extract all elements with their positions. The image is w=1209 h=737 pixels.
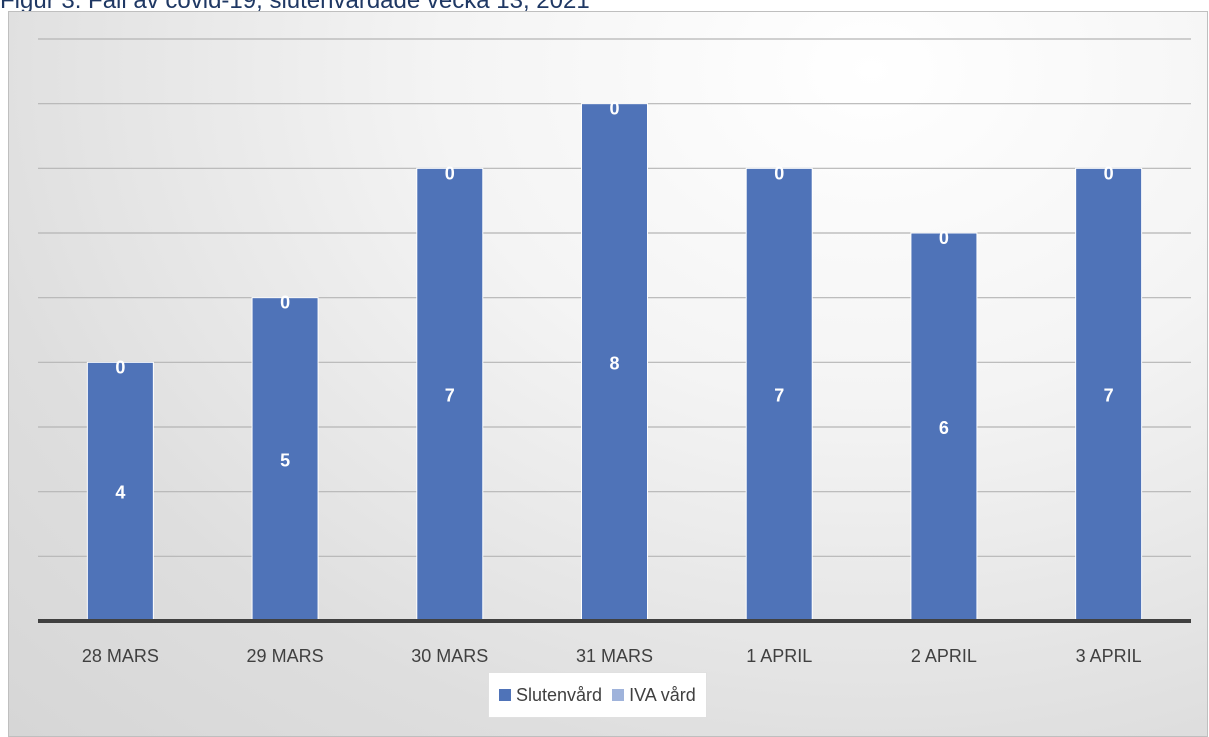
data-label-slutenvard: 8 [609, 353, 619, 373]
x-tick-label: 29 MARS [247, 646, 324, 666]
data-label-slutenvard: 6 [939, 418, 949, 438]
bar-slutenvard [581, 103, 648, 622]
data-label-slutenvard: 7 [774, 386, 784, 406]
data-label-slutenvard: 5 [280, 450, 290, 470]
bar-slutenvard [1075, 167, 1143, 622]
bars [86, 103, 1143, 622]
x-tick-label: 28 MARS [82, 646, 159, 666]
legend-label-slutenvard: Slutenvård [516, 684, 603, 705]
data-label-iva: 0 [1104, 163, 1114, 183]
bar-slutenvard [251, 297, 319, 622]
data-label-iva: 0 [609, 99, 619, 119]
legend-swatch-iva [612, 689, 625, 701]
x-tick-label: 30 MARS [411, 646, 488, 666]
data-label-iva: 0 [115, 357, 125, 377]
data-label-slutenvard: 4 [115, 483, 125, 503]
bar-slutenvard [86, 361, 154, 622]
data-label-iva: 0 [445, 163, 455, 183]
figure-caption: Figur 3. Fall av covid-19, slutenvårdade… [0, 0, 590, 14]
legend-item-slutenvard: Slutenvård [499, 685, 602, 706]
x-tick-label: 3 APRIL [1076, 646, 1142, 666]
x-tick-label: 1 APRIL [746, 646, 812, 666]
data-label-slutenvard: 7 [1104, 386, 1114, 406]
x-tick-labels: 28 MARS 29 MARS 30 MARS 31 MARS 1 APRIL 2 APR… [82, 646, 1142, 666]
legend-item-iva: IVA vård [612, 685, 696, 706]
legend-label-iva: IVA vård [629, 684, 696, 705]
data-labels: 4 0 5 0 7 0 8 0 7 0 6 0 7 0 [115, 99, 1113, 503]
data-label-iva: 0 [774, 163, 784, 183]
legend: Slutenvård IVA vård [488, 672, 707, 718]
bar-slutenvard [745, 167, 813, 622]
data-label-iva: 0 [280, 293, 290, 313]
legend-swatch-slutenvard [499, 689, 511, 701]
x-tick-label: 2 APRIL [911, 646, 977, 666]
x-tick-label: 31 MARS [576, 646, 653, 666]
bar-slutenvard [416, 167, 484, 622]
data-label-slutenvard: 7 [445, 386, 455, 406]
data-label-iva: 0 [939, 228, 949, 248]
bar-slutenvard [910, 232, 978, 622]
